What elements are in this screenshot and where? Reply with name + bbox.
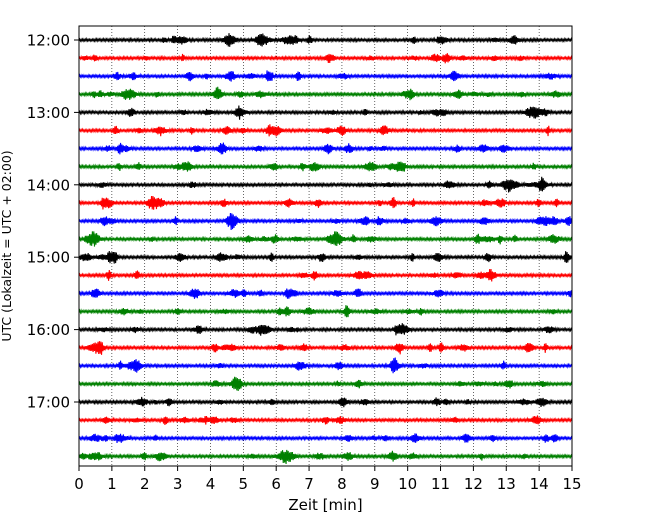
trace-1530 [78, 288, 573, 299]
trace-1300 [78, 105, 573, 120]
trace-1715 [78, 415, 573, 426]
trace-1245 [78, 86, 573, 101]
x-tick-label: 1 [107, 475, 117, 493]
trace-1445 [78, 231, 573, 247]
x-tick-label: 12 [464, 475, 483, 493]
x-tick-label: 6 [271, 475, 281, 493]
x-tick-label: 14 [530, 475, 549, 493]
trace-1315 [78, 124, 573, 137]
trace-1615 [78, 341, 573, 355]
plot-frame [78, 25, 573, 467]
x-tick-label: 2 [140, 475, 150, 493]
y-tick-label: 14:00 [27, 176, 70, 194]
y-tick-label: 17:00 [27, 394, 70, 412]
x-tick-label: 8 [337, 475, 347, 493]
x-tick-label: 4 [206, 475, 216, 493]
y-axis-ticks: 12:00 13:00 14:00 15:00 16:00 17:00 [27, 32, 79, 412]
x-tick-label: 11 [431, 475, 450, 493]
trace-1230 [78, 70, 573, 82]
x-tick-label: 7 [304, 475, 314, 493]
trace-1430 [78, 212, 573, 230]
seismic-traces [78, 33, 573, 464]
grid-lines [111, 26, 540, 466]
x-tick-label: 10 [398, 475, 417, 493]
x-tick-label: 0 [74, 475, 84, 493]
x-tick-label: 3 [173, 475, 183, 493]
trace-1200 [78, 33, 573, 47]
x-axis-label: Zeit [min] [288, 496, 362, 514]
trace-1545 [78, 305, 573, 318]
x-tick-label: 5 [239, 475, 249, 493]
y-tick-label: 16:00 [27, 321, 70, 339]
x-axis-ticks: 0 1 2 3 4 5 6 7 8 9 10 11 12 13 14 15 [74, 466, 582, 493]
trace-1415 [78, 195, 573, 210]
trace-1500 [78, 251, 573, 264]
y-tick-label: 12:00 [27, 32, 70, 50]
x-tick-label: 15 [562, 475, 581, 493]
trace-1215 [78, 53, 573, 64]
trace-1330 [78, 142, 573, 155]
x-tick-label: 9 [370, 475, 380, 493]
trace-1745 [78, 449, 573, 464]
trace-1345 [78, 161, 573, 172]
y-tick-label: 15:00 [27, 249, 70, 267]
trace-1645 [78, 376, 573, 392]
trace-1630 [78, 357, 573, 374]
y-tick-label: 13:00 [27, 104, 70, 122]
trace-1400 [78, 176, 573, 193]
trace-1730 [78, 433, 573, 443]
y-axis-label: UTC (Lokalzeit = UTC + 02:00) [0, 150, 14, 341]
trace-1600 [78, 323, 573, 336]
trace-1700 [78, 396, 573, 408]
trace-1515 [78, 268, 573, 282]
x-tick-label: 13 [497, 475, 516, 493]
